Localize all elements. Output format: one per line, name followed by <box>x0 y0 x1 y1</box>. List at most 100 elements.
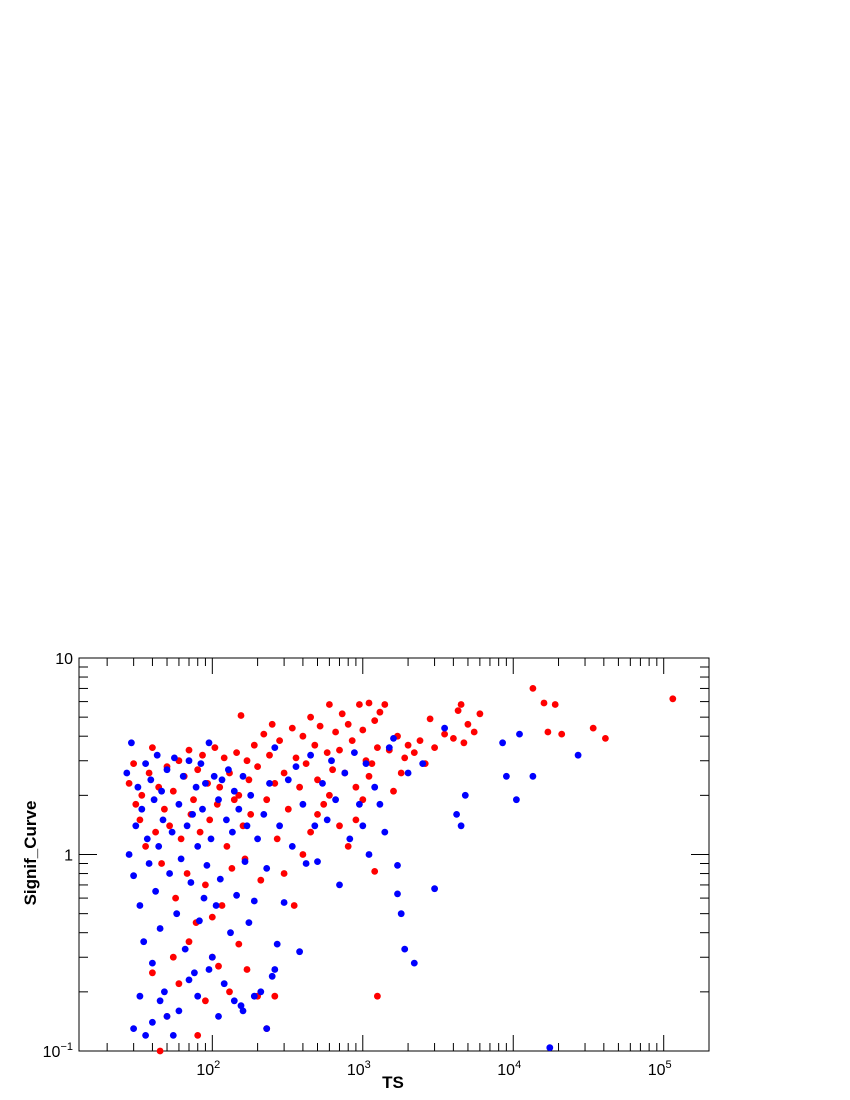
data-point <box>426 715 434 723</box>
data-point <box>136 992 144 1000</box>
data-point <box>218 902 226 909</box>
x-tick-label: 102 <box>196 1059 220 1079</box>
data-point <box>169 787 177 795</box>
data-point <box>307 713 314 721</box>
data-point <box>183 870 191 877</box>
data-point <box>348 737 356 744</box>
data-point <box>551 701 559 708</box>
data-point <box>410 959 418 967</box>
data-point <box>169 953 177 961</box>
data-point <box>374 744 381 751</box>
data-point <box>454 707 462 714</box>
data-point <box>230 787 238 795</box>
data-point <box>394 890 401 898</box>
data-point <box>280 870 288 877</box>
data-point <box>263 796 271 804</box>
data-point <box>344 720 352 728</box>
data-point <box>132 822 140 830</box>
data-point <box>220 754 228 762</box>
data-point <box>273 835 281 843</box>
data-point <box>362 760 370 767</box>
data-point <box>453 811 460 818</box>
data-point <box>156 997 164 1005</box>
data-point <box>142 1032 150 1039</box>
data-point <box>250 897 258 905</box>
data-point <box>546 1044 554 1052</box>
data-point <box>215 796 222 804</box>
data-point <box>404 769 412 777</box>
data-point <box>336 746 343 754</box>
data-point <box>276 737 283 744</box>
data-point <box>307 828 314 836</box>
data-point <box>292 763 300 770</box>
data-point <box>359 726 367 734</box>
data-point <box>239 772 247 780</box>
data-point <box>158 787 166 795</box>
data-point <box>130 1025 138 1032</box>
data-point <box>179 772 187 780</box>
data-point <box>194 766 202 774</box>
data-point <box>271 744 279 751</box>
data-point <box>365 772 373 780</box>
data-point <box>336 822 343 830</box>
data-point <box>163 766 171 774</box>
data-point <box>161 988 168 996</box>
data-point <box>450 735 457 742</box>
data-point <box>175 980 183 988</box>
data-point <box>143 835 151 843</box>
data-point <box>227 929 234 937</box>
data-point <box>296 948 303 956</box>
data-point <box>161 805 168 813</box>
data-point <box>250 741 258 749</box>
data-point <box>558 730 566 738</box>
data-point <box>185 746 193 754</box>
data-point <box>175 1007 183 1015</box>
data-point <box>669 695 677 703</box>
data-point <box>230 997 238 1005</box>
data-point <box>235 940 243 948</box>
data-point <box>320 800 328 808</box>
data-point <box>233 891 241 899</box>
tick-labels: 102 103 104 105 10−1 1 10 <box>43 651 672 1079</box>
data-point <box>529 685 537 692</box>
data-point <box>292 754 300 762</box>
data-point <box>132 800 140 808</box>
data-point <box>254 763 261 770</box>
data-point <box>166 822 174 830</box>
data-point <box>516 730 523 738</box>
data-point <box>397 769 405 777</box>
data-point <box>147 776 155 784</box>
data-point <box>371 717 379 724</box>
data-point <box>457 822 465 830</box>
data-point <box>149 744 156 751</box>
data-point <box>191 969 198 977</box>
data-point <box>271 966 279 973</box>
data-point <box>374 992 381 1000</box>
data-point <box>138 805 146 813</box>
data-point <box>284 776 292 784</box>
data-point <box>136 902 144 909</box>
data-point <box>431 885 438 893</box>
data-point <box>328 757 335 765</box>
data-point <box>216 875 224 883</box>
data-point <box>169 1032 177 1039</box>
data-point <box>311 741 319 749</box>
data-point <box>338 710 346 718</box>
data-point <box>229 828 236 836</box>
data-point <box>177 835 185 843</box>
data-point <box>163 1013 171 1020</box>
data-point <box>371 868 379 875</box>
data-point <box>125 851 133 858</box>
data-point <box>441 724 448 732</box>
data-point <box>172 894 180 902</box>
data-point <box>263 865 271 872</box>
data-point <box>211 744 219 751</box>
data-point <box>268 720 276 728</box>
data-point <box>260 811 268 818</box>
axis-ticks <box>79 657 710 1052</box>
data-point <box>185 757 193 765</box>
data-point <box>404 741 412 749</box>
data-point <box>371 783 379 791</box>
data-point <box>574 751 582 759</box>
